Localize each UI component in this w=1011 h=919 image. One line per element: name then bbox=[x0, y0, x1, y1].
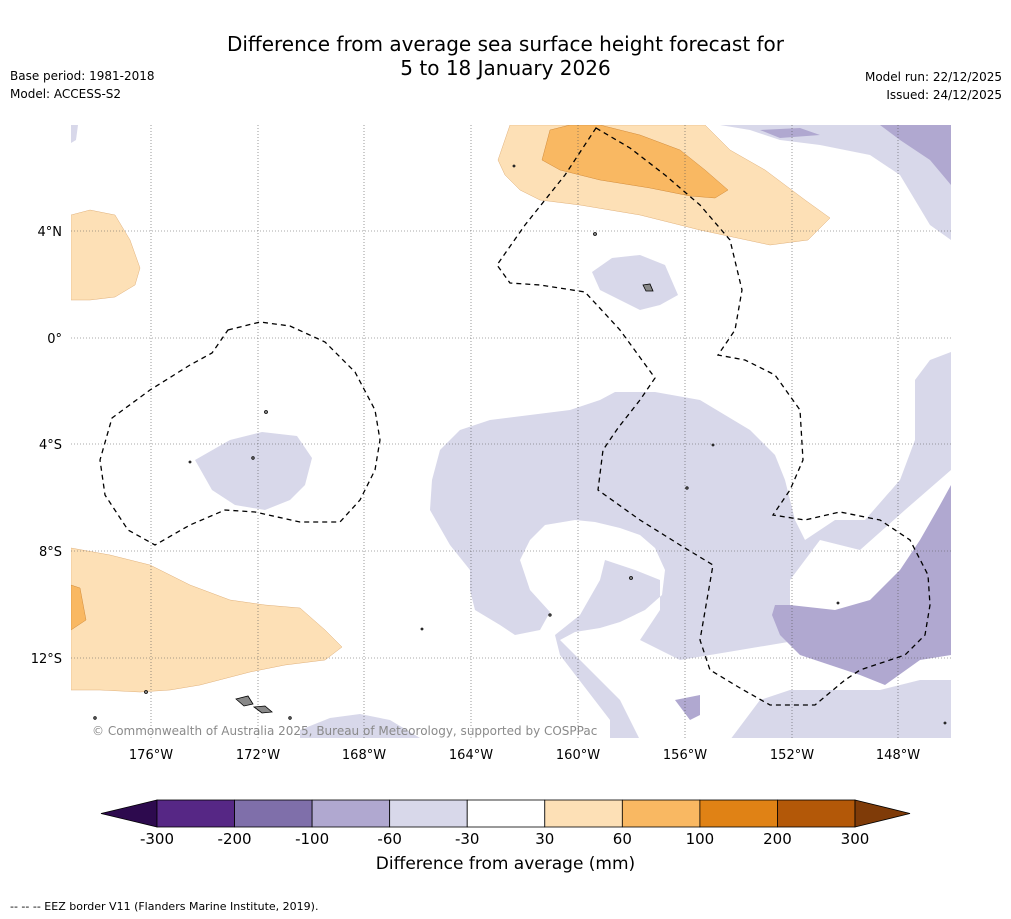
lat-label-12s: 12°S bbox=[31, 652, 62, 667]
meta-left: Base period: 1981-2018 Model: ACCESS-S2 bbox=[10, 67, 155, 103]
island-north bbox=[642, 283, 654, 292]
colorbar-tick-label: 100 bbox=[686, 830, 715, 848]
island-samoa-small bbox=[252, 705, 273, 714]
island-dot-11 bbox=[288, 716, 292, 720]
island-dot-4 bbox=[593, 232, 597, 236]
lon-label-164w: 164°W bbox=[449, 748, 493, 763]
title-line-2: 5 to 18 January 2026 bbox=[400, 56, 611, 80]
colorbar-tick-label: -100 bbox=[295, 830, 329, 848]
title-line-1: Difference from average sea surface heig… bbox=[226, 32, 785, 56]
lon-label-148w: 148°W bbox=[876, 748, 920, 763]
model-run-text: Model run: 22/12/2025 bbox=[864, 70, 1002, 84]
island-dot-13 bbox=[943, 721, 947, 725]
island-dot-2 bbox=[251, 456, 255, 460]
lat-label-4s: 4°S bbox=[39, 438, 62, 453]
map-title: Difference from average sea surface heig… bbox=[0, 32, 1011, 80]
map-plot-area bbox=[71, 125, 951, 738]
lon-label-160w: 160°W bbox=[556, 748, 600, 763]
base-period-text: Base period: 1981-2018 bbox=[10, 69, 155, 83]
colorbar-bin-0 bbox=[156, 799, 235, 828]
colorbar-tick-label: 200 bbox=[763, 830, 792, 848]
island-samoa-large bbox=[235, 695, 254, 707]
colorbar-ticks: -300 -200 -100 -60 -30 30 60 100 200 300 bbox=[140, 830, 869, 848]
island-dot-9 bbox=[548, 613, 552, 617]
eez-borders bbox=[99, 127, 931, 706]
colorbar-tick-label: -200 bbox=[218, 830, 252, 848]
anomaly-region-neg-60-30-west bbox=[195, 432, 312, 510]
colorbar-tick-label: -30 bbox=[455, 830, 480, 848]
lat-label-0: 0° bbox=[47, 332, 62, 347]
colorbar-bin-2 bbox=[311, 799, 391, 828]
island-dot-8 bbox=[144, 690, 148, 694]
colorbar-bin-1 bbox=[234, 799, 313, 828]
island-dot-6 bbox=[711, 443, 715, 447]
graticule bbox=[71, 125, 951, 738]
lon-label-172w: 172°W bbox=[236, 748, 280, 763]
island-dot-5 bbox=[685, 486, 689, 490]
colorbar-extend-high bbox=[854, 799, 911, 828]
lon-label-176w: 176°W bbox=[129, 748, 173, 763]
islands bbox=[93, 164, 947, 725]
eez-border-west bbox=[99, 321, 381, 546]
anomaly-region-neg-60-30-southeast bbox=[731, 680, 951, 738]
island-dot-10 bbox=[836, 601, 840, 605]
anomaly-region-neg-60-30-north bbox=[720, 125, 951, 240]
colorbar-label: Difference from average (mm) bbox=[375, 854, 636, 874]
eez-legend-note: -- -- -- EEZ border V11 (Flanders Marine… bbox=[10, 900, 319, 913]
anomaly-region-pos-60-100-west bbox=[71, 584, 87, 631]
colorbar-bin-5 bbox=[544, 799, 623, 828]
lon-label-168w: 168°W bbox=[342, 748, 386, 763]
anomaly-region-neg-60-30-south bbox=[300, 714, 420, 738]
colorbar-bin-4 bbox=[466, 799, 546, 828]
colorbar-bin-3 bbox=[389, 799, 468, 828]
anomaly-region-neg-60-30-central bbox=[430, 352, 951, 738]
island-dot-3 bbox=[188, 460, 192, 464]
anomaly-region-pos-30-60-southwest bbox=[71, 547, 343, 693]
eez-border-central bbox=[496, 127, 931, 706]
colorbar-extend-low bbox=[100, 799, 158, 828]
anomaly-region-neg-100-60-southeast bbox=[772, 485, 951, 685]
colorbar-tick-label: 300 bbox=[841, 830, 870, 848]
colorbar-tick-label: -60 bbox=[377, 830, 402, 848]
colorbar-bin-8 bbox=[777, 799, 856, 828]
lat-label-4n: 4°N bbox=[38, 225, 63, 240]
anomaly-region-pos-60-100-north bbox=[541, 125, 729, 199]
island-dot-14 bbox=[512, 164, 516, 168]
lon-label-152w: 152°W bbox=[770, 748, 814, 763]
model-text: Model: ACCESS-S2 bbox=[10, 87, 122, 101]
issued-text: Issued: 24/12/2025 bbox=[886, 88, 1002, 102]
colorbar: -300 -200 -100 -60 -30 30 60 100 200 300 bbox=[100, 799, 911, 848]
meta-right: Model run: 22/12/2025 Issued: 24/12/2025 bbox=[865, 68, 1002, 104]
anomaly-region-pos-30-60-west bbox=[71, 209, 141, 301]
anomaly-region-neg-60-30-island bbox=[592, 255, 678, 310]
anomaly-region-neg-60-30-corner bbox=[71, 125, 78, 143]
colorbar-bins bbox=[156, 799, 856, 828]
colorbar-tick-label: 30 bbox=[535, 830, 554, 848]
island-dot-15 bbox=[420, 627, 424, 631]
island-dot-12 bbox=[93, 716, 97, 720]
anomaly-region-neg-100-60-north bbox=[745, 125, 951, 185]
colorbar-bin-6 bbox=[621, 799, 701, 828]
colorbar-tick-label: -300 bbox=[140, 830, 174, 848]
colorbar-bin-7 bbox=[699, 799, 778, 828]
lon-label-156w: 156°W bbox=[663, 748, 707, 763]
island-dot-7 bbox=[629, 576, 633, 580]
island-dot-1 bbox=[264, 410, 268, 414]
anomaly-region-neg-100-60-small bbox=[675, 695, 700, 720]
colorbar-tick-label: 60 bbox=[613, 830, 632, 848]
lat-label-8s: 8°S bbox=[39, 545, 62, 560]
copyright-notice: © Commonwealth of Australia 2025, Bureau… bbox=[92, 724, 598, 738]
